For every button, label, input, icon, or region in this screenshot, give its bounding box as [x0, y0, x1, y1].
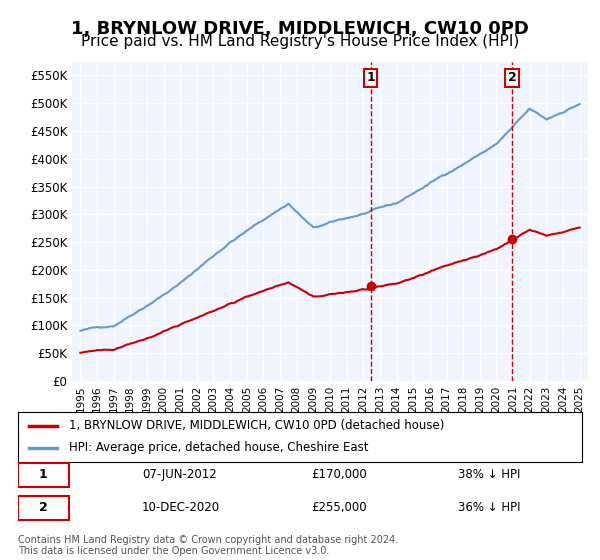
Text: 1, BRYNLOW DRIVE, MIDDLEWICH, CW10 0PD: 1, BRYNLOW DRIVE, MIDDLEWICH, CW10 0PD	[71, 20, 529, 38]
FancyBboxPatch shape	[18, 463, 69, 487]
Text: 1: 1	[39, 468, 48, 482]
Text: 38% ↓ HPI: 38% ↓ HPI	[458, 468, 520, 482]
Text: 2: 2	[508, 71, 517, 84]
Text: 36% ↓ HPI: 36% ↓ HPI	[458, 501, 520, 515]
Text: Contains HM Land Registry data © Crown copyright and database right 2024.
This d: Contains HM Land Registry data © Crown c…	[18, 535, 398, 557]
Text: 2: 2	[39, 501, 48, 515]
Text: 1: 1	[366, 71, 375, 84]
Text: 07-JUN-2012: 07-JUN-2012	[142, 468, 217, 482]
Text: £255,000: £255,000	[311, 501, 367, 515]
Text: 1, BRYNLOW DRIVE, MIDDLEWICH, CW10 0PD (detached house): 1, BRYNLOW DRIVE, MIDDLEWICH, CW10 0PD (…	[69, 419, 444, 432]
FancyBboxPatch shape	[18, 496, 69, 520]
Text: 10-DEC-2020: 10-DEC-2020	[142, 501, 220, 515]
Text: HPI: Average price, detached house, Cheshire East: HPI: Average price, detached house, Ches…	[69, 441, 368, 454]
Text: Price paid vs. HM Land Registry's House Price Index (HPI): Price paid vs. HM Land Registry's House …	[81, 34, 519, 49]
Text: £170,000: £170,000	[311, 468, 367, 482]
